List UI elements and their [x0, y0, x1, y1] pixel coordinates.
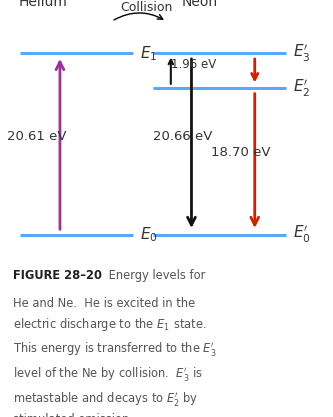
Text: Neon: Neon — [182, 0, 218, 9]
Text: 20.61 eV: 20.61 eV — [7, 130, 66, 143]
Text: $E_1$: $E_1$ — [140, 44, 157, 63]
Text: FIGURE 28–20: FIGURE 28–20 — [13, 269, 102, 282]
Text: Collision: Collision — [120, 1, 173, 14]
FancyArrowPatch shape — [114, 13, 163, 20]
Text: Energy levels for: Energy levels for — [105, 269, 205, 282]
Text: 18.70 eV: 18.70 eV — [211, 146, 271, 158]
Text: He and Ne.  He is excited in the
electric discharge to the $E_1$ state.
This ene: He and Ne. He is excited in the electric… — [13, 296, 217, 417]
Text: $E_0$: $E_0$ — [140, 226, 158, 244]
Text: 20.66 eV: 20.66 eV — [153, 130, 212, 143]
Text: $E_2^{\prime}$: $E_2^{\prime}$ — [293, 78, 310, 98]
Text: 1.96 eV: 1.96 eV — [171, 58, 217, 71]
Text: $E_0^{\prime}$: $E_0^{\prime}$ — [293, 224, 311, 245]
Text: Helium: Helium — [19, 0, 68, 9]
Text: $E_3^{\prime}$: $E_3^{\prime}$ — [293, 43, 311, 64]
